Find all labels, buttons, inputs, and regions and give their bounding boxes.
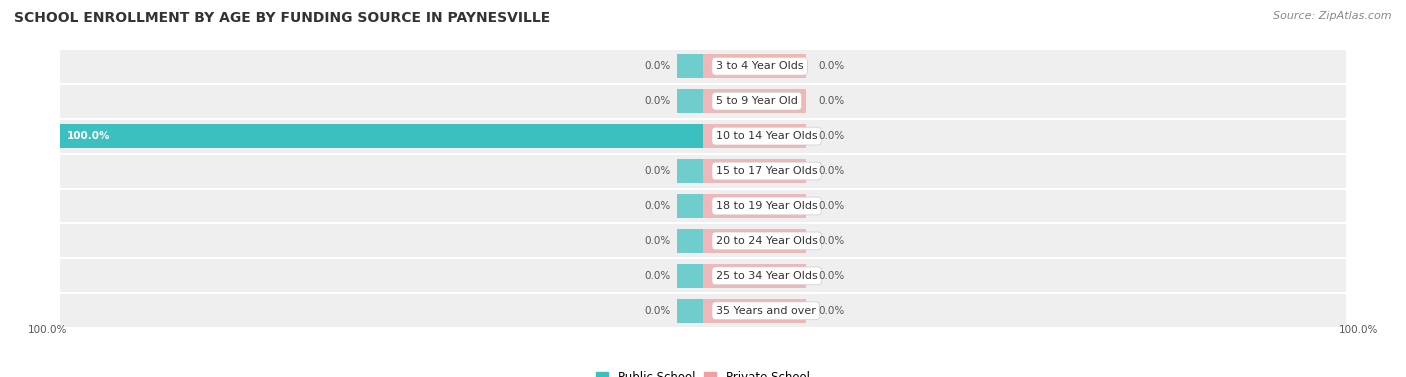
Bar [703, 124, 806, 148]
Text: 0.0%: 0.0% [644, 96, 671, 106]
Text: 100.0%: 100.0% [28, 325, 67, 335]
Text: 0.0%: 0.0% [818, 271, 845, 281]
Bar [60, 119, 1346, 153]
Text: 0.0%: 0.0% [818, 236, 845, 246]
Bar [678, 299, 703, 323]
Bar [60, 188, 1346, 224]
Bar [60, 258, 1346, 293]
Bar [703, 89, 806, 113]
Text: Source: ZipAtlas.com: Source: ZipAtlas.com [1274, 11, 1392, 21]
Bar [60, 124, 703, 148]
Bar [60, 49, 1346, 84]
Text: 100.0%: 100.0% [1339, 325, 1378, 335]
Text: 100.0%: 100.0% [66, 131, 110, 141]
Text: 0.0%: 0.0% [818, 131, 845, 141]
Text: 0.0%: 0.0% [644, 306, 671, 316]
Bar [60, 224, 1346, 258]
Text: 0.0%: 0.0% [644, 61, 671, 71]
Text: 5 to 9 Year Old: 5 to 9 Year Old [716, 96, 797, 106]
Text: 20 to 24 Year Olds: 20 to 24 Year Olds [716, 236, 818, 246]
Text: 15 to 17 Year Olds: 15 to 17 Year Olds [716, 166, 817, 176]
Text: SCHOOL ENROLLMENT BY AGE BY FUNDING SOURCE IN PAYNESVILLE: SCHOOL ENROLLMENT BY AGE BY FUNDING SOUR… [14, 11, 550, 25]
Bar [703, 229, 806, 253]
Bar [60, 84, 1346, 119]
Text: 0.0%: 0.0% [644, 236, 671, 246]
Bar [678, 229, 703, 253]
Text: 0.0%: 0.0% [818, 201, 845, 211]
Bar [678, 194, 703, 218]
Text: 0.0%: 0.0% [818, 96, 845, 106]
Bar [678, 89, 703, 113]
Bar [60, 153, 1346, 188]
Text: 0.0%: 0.0% [818, 61, 845, 71]
Text: 10 to 14 Year Olds: 10 to 14 Year Olds [716, 131, 817, 141]
Bar [703, 54, 806, 78]
Text: 18 to 19 Year Olds: 18 to 19 Year Olds [716, 201, 818, 211]
Bar [678, 264, 703, 288]
Text: 0.0%: 0.0% [644, 166, 671, 176]
Text: 0.0%: 0.0% [644, 271, 671, 281]
Bar [60, 293, 1346, 328]
Text: 0.0%: 0.0% [644, 201, 671, 211]
Text: 25 to 34 Year Olds: 25 to 34 Year Olds [716, 271, 818, 281]
Text: 35 Years and over: 35 Years and over [716, 306, 815, 316]
Bar [703, 264, 806, 288]
Text: 0.0%: 0.0% [818, 306, 845, 316]
Bar [703, 159, 806, 183]
Text: 0.0%: 0.0% [818, 166, 845, 176]
Bar [703, 299, 806, 323]
Text: 3 to 4 Year Olds: 3 to 4 Year Olds [716, 61, 803, 71]
Bar [703, 194, 806, 218]
Legend: Public School, Private School: Public School, Private School [592, 366, 814, 377]
Bar [678, 159, 703, 183]
Bar [678, 54, 703, 78]
